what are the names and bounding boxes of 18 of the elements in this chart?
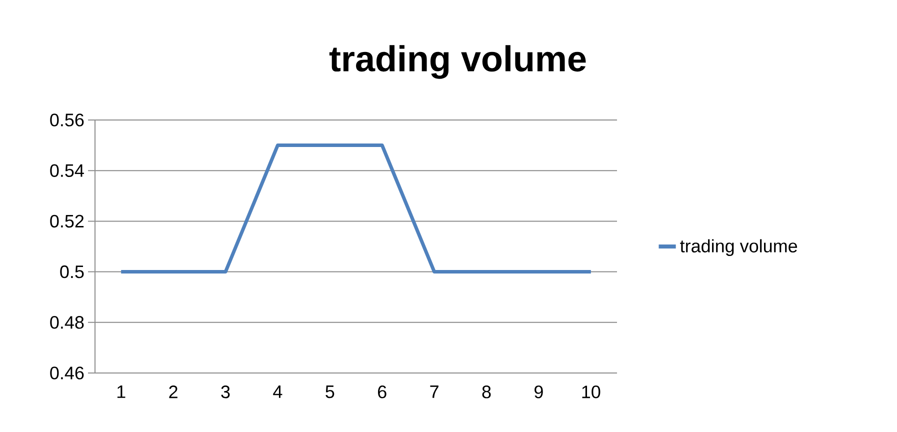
x-tick-label: 2	[169, 386, 178, 398]
x-tick-label: 10	[582, 386, 600, 398]
chart-title: trading volume	[329, 45, 586, 79]
x-tick-label: 1	[117, 386, 126, 398]
y-tick-label: 0.48	[50, 316, 84, 329]
x-tick-label: 7	[430, 386, 438, 398]
x-tick-label: 6	[378, 386, 386, 398]
x-tick-label: 9	[534, 386, 543, 398]
x-tick-label: 5	[326, 386, 334, 398]
legend-label: trading volume	[680, 239, 798, 256]
x-tick-label: 4	[273, 386, 282, 398]
x-tick-label: 3	[221, 386, 230, 398]
y-tick-label: 0.56	[50, 114, 84, 126]
y-tick-label: 0.54	[50, 164, 84, 177]
x-tick-label: 8	[482, 386, 491, 398]
y-tick-label: 0.52	[50, 214, 84, 228]
y-tick-label: 0.5	[60, 265, 84, 278]
y-tick-label: 0.46	[50, 366, 84, 380]
